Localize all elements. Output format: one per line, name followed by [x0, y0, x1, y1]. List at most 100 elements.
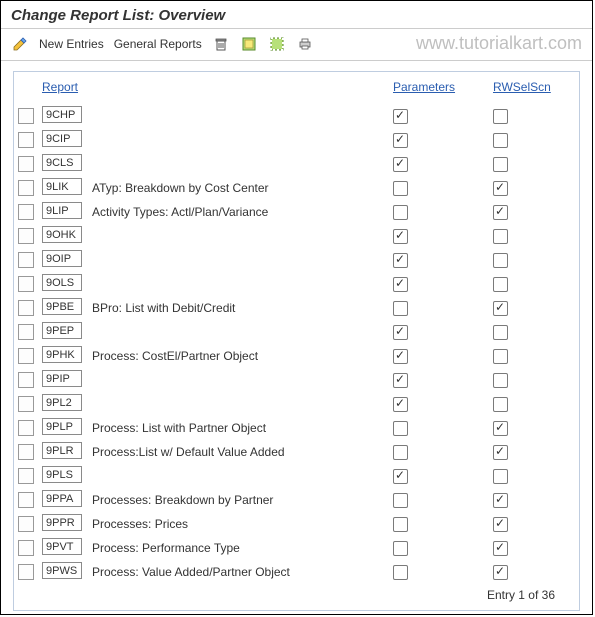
report-code-field[interactable]: 9LIP — [42, 202, 82, 219]
rwselscn-checkbox[interactable] — [493, 397, 508, 412]
rwselscn-checkbox[interactable] — [493, 229, 508, 244]
table-row: 9CIP — [14, 128, 579, 152]
row-select-checkbox[interactable] — [18, 420, 34, 436]
parameters-checkbox[interactable] — [393, 349, 408, 364]
parameters-checkbox[interactable] — [393, 517, 408, 532]
rwselscn-checkbox[interactable] — [493, 493, 508, 508]
row-select-checkbox[interactable] — [18, 348, 34, 364]
row-select-checkbox[interactable] — [18, 276, 34, 292]
rwselscn-checkbox[interactable] — [493, 469, 508, 484]
rwselscn-checkbox[interactable] — [493, 373, 508, 388]
rwselscn-checkbox[interactable] — [493, 325, 508, 340]
parameters-checkbox[interactable] — [393, 565, 408, 580]
select-all-icon[interactable] — [240, 35, 258, 53]
rwselscn-checkbox[interactable] — [493, 517, 508, 532]
parameters-checkbox[interactable] — [393, 157, 408, 172]
row-select-checkbox[interactable] — [18, 492, 34, 508]
table-row: 9OHK — [14, 224, 579, 248]
row-select-checkbox[interactable] — [18, 228, 34, 244]
deselect-all-icon[interactable] — [268, 35, 286, 53]
row-select-checkbox[interactable] — [18, 132, 34, 148]
parameters-checkbox[interactable] — [393, 541, 408, 556]
rwselscn-checkbox[interactable] — [493, 253, 508, 268]
rwselscn-checkbox[interactable] — [493, 541, 508, 556]
report-code-field[interactable]: 9PLP — [42, 418, 82, 435]
col-header-parameters[interactable]: Parameters — [389, 72, 489, 104]
report-code-field[interactable]: 9PEP — [42, 322, 82, 339]
table-row: 9CLS — [14, 152, 579, 176]
parameters-checkbox[interactable] — [393, 253, 408, 268]
rwselscn-checkbox[interactable] — [493, 181, 508, 196]
report-code-field[interactable]: 9CHP — [42, 106, 82, 123]
rwselscn-checkbox[interactable] — [493, 157, 508, 172]
report-code-field[interactable]: 9CIP — [42, 130, 82, 147]
entry-counter: Entry 1 of 36 — [487, 588, 555, 602]
rwselscn-checkbox[interactable] — [493, 109, 508, 124]
rwselscn-checkbox[interactable] — [493, 133, 508, 148]
rwselscn-checkbox[interactable] — [493, 205, 508, 220]
col-header-rwselscn[interactable]: RWSelScn — [489, 72, 579, 104]
report-code-field[interactable]: 9PVT — [42, 538, 82, 555]
report-code-field[interactable]: 9PHK — [42, 346, 82, 363]
table-row: 9OIP — [14, 248, 579, 272]
report-code-field[interactable]: 9PL2 — [42, 394, 82, 411]
new-entries-button[interactable]: New Entries — [39, 37, 104, 51]
row-select-checkbox[interactable] — [18, 444, 34, 460]
parameters-checkbox[interactable] — [393, 469, 408, 484]
row-select-checkbox[interactable] — [18, 564, 34, 580]
report-code-field[interactable]: 9OLS — [42, 274, 82, 291]
parameters-checkbox[interactable] — [393, 325, 408, 340]
report-code-field[interactable]: 9OIP — [42, 250, 82, 267]
general-reports-button[interactable]: General Reports — [114, 37, 202, 51]
row-select-checkbox[interactable] — [18, 516, 34, 532]
report-code-field[interactable]: 9PPR — [42, 514, 82, 531]
table-row: 9PEP — [14, 320, 579, 344]
col-header-report[interactable]: Report — [38, 72, 389, 104]
parameters-checkbox[interactable] — [393, 493, 408, 508]
row-select-checkbox[interactable] — [18, 156, 34, 172]
parameters-checkbox[interactable] — [393, 133, 408, 148]
row-select-checkbox[interactable] — [18, 396, 34, 412]
parameters-checkbox[interactable] — [393, 301, 408, 316]
edit-icon[interactable] — [11, 35, 29, 53]
report-code-field[interactable]: 9PPA — [42, 490, 82, 507]
delete-icon[interactable] — [212, 35, 230, 53]
table-row: 9PL2 — [14, 392, 579, 416]
parameters-checkbox[interactable] — [393, 445, 408, 460]
parameters-checkbox[interactable] — [393, 181, 408, 196]
rwselscn-checkbox[interactable] — [493, 301, 508, 316]
rwselscn-checkbox[interactable] — [493, 421, 508, 436]
rwselscn-checkbox[interactable] — [493, 349, 508, 364]
report-code-field[interactable]: 9PWS — [42, 562, 82, 579]
row-select-checkbox[interactable] — [18, 324, 34, 340]
print-icon[interactable] — [296, 35, 314, 53]
parameters-checkbox[interactable] — [393, 109, 408, 124]
row-select-checkbox[interactable] — [18, 204, 34, 220]
row-select-checkbox[interactable] — [18, 252, 34, 268]
row-select-checkbox[interactable] — [18, 540, 34, 556]
row-select-checkbox[interactable] — [18, 108, 34, 124]
parameters-checkbox[interactable] — [393, 421, 408, 436]
rwselscn-checkbox[interactable] — [493, 565, 508, 580]
row-select-checkbox[interactable] — [18, 300, 34, 316]
report-code-field[interactable]: 9OHK — [42, 226, 82, 243]
rwselscn-checkbox[interactable] — [493, 445, 508, 460]
report-code-field[interactable]: 9PBE — [42, 298, 82, 315]
parameters-checkbox[interactable] — [393, 373, 408, 388]
report-code-field[interactable]: 9PLR — [42, 442, 82, 459]
report-code-field[interactable]: 9PIP — [42, 370, 82, 387]
rwselscn-checkbox[interactable] — [493, 277, 508, 292]
report-code-field[interactable]: 9CLS — [42, 154, 82, 171]
row-select-checkbox[interactable] — [18, 468, 34, 484]
report-code-field[interactable]: 9PLS — [42, 466, 82, 483]
report-description — [88, 464, 389, 488]
table-row: 9PVTProcess: Performance Type — [14, 536, 579, 560]
parameters-checkbox[interactable] — [393, 397, 408, 412]
row-select-checkbox[interactable] — [18, 372, 34, 388]
row-select-checkbox[interactable] — [18, 180, 34, 196]
parameters-checkbox[interactable] — [393, 205, 408, 220]
parameters-checkbox[interactable] — [393, 229, 408, 244]
report-description: Activity Types: Actl/Plan/Variance — [88, 200, 389, 224]
report-code-field[interactable]: 9LIK — [42, 178, 82, 195]
parameters-checkbox[interactable] — [393, 277, 408, 292]
